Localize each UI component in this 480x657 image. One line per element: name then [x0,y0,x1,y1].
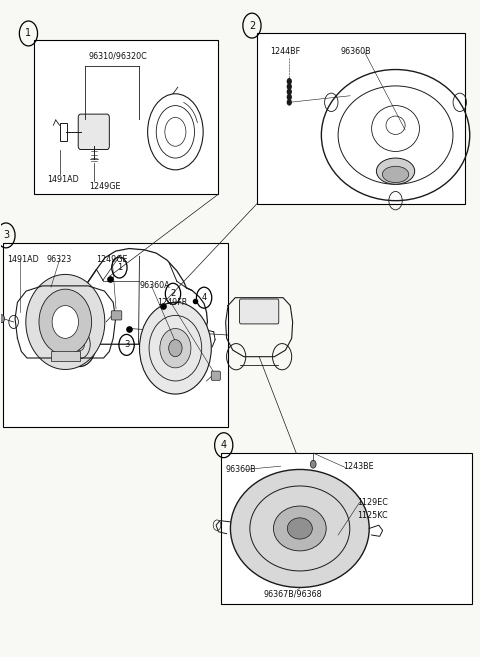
Circle shape [288,100,291,105]
Text: 96367B/96368: 96367B/96368 [264,589,323,599]
Ellipse shape [168,340,182,357]
Text: 4: 4 [202,293,207,302]
Bar [3,243,228,427]
Ellipse shape [160,328,191,368]
Circle shape [288,84,291,89]
Circle shape [311,461,316,468]
Text: 1129EC: 1129EC [357,498,388,507]
Text: 1: 1 [25,28,32,39]
Ellipse shape [383,166,408,183]
Ellipse shape [230,470,369,587]
Text: 1125KC: 1125KC [357,511,388,520]
Circle shape [161,322,194,367]
Bar [34,40,218,194]
Ellipse shape [26,275,105,369]
Text: 1491AD: 1491AD [7,255,39,264]
Text: 1249GE: 1249GE [89,182,121,191]
Text: 3: 3 [3,231,9,240]
Text: 3: 3 [124,340,129,350]
Bar [257,34,465,204]
Text: 4: 4 [221,440,227,450]
Circle shape [288,79,291,84]
Bar [221,453,472,604]
Ellipse shape [140,302,211,394]
Text: 1249FR: 1249FR [157,298,188,307]
Text: 96310/96320C: 96310/96320C [89,52,147,61]
Text: 96360B: 96360B [340,47,371,57]
FancyBboxPatch shape [51,351,80,361]
FancyBboxPatch shape [240,299,279,324]
Circle shape [288,89,291,95]
Text: 96360B: 96360B [226,465,256,474]
Text: 1244BF: 1244BF [270,47,300,57]
FancyBboxPatch shape [211,371,220,380]
Text: 1249GE: 1249GE [96,255,128,264]
Text: 2: 2 [170,289,176,298]
Text: 1491AD: 1491AD [48,175,79,184]
FancyBboxPatch shape [60,123,67,141]
Ellipse shape [52,306,78,338]
Ellipse shape [376,158,415,184]
Circle shape [0,315,4,323]
Text: 2: 2 [249,20,255,31]
Circle shape [288,95,291,100]
FancyBboxPatch shape [78,114,109,150]
Ellipse shape [288,518,312,539]
Ellipse shape [274,506,326,551]
Text: 96360A: 96360A [140,281,170,290]
Text: 96323: 96323 [46,255,72,264]
Ellipse shape [39,289,92,355]
Text: 1: 1 [117,263,122,272]
Text: 1243BE: 1243BE [343,462,373,470]
FancyBboxPatch shape [111,311,122,320]
Circle shape [63,322,96,367]
